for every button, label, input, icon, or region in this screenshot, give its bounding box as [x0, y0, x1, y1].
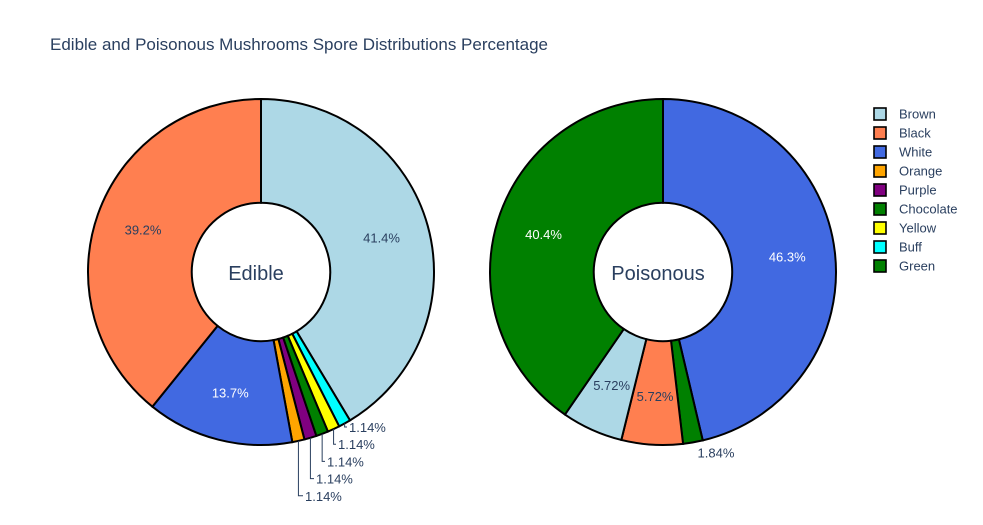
- legend-item-chocolate[interactable]: Chocolate: [873, 202, 958, 217]
- pct-label-edible-chocolate: 1.14%: [327, 454, 364, 469]
- leader-line-yellow: [333, 429, 336, 445]
- legend-swatch: [873, 126, 887, 140]
- legend-item-buff[interactable]: Buff: [873, 240, 922, 255]
- slice-edible-brown[interactable]: [260, 97, 435, 422]
- slice-poisonous-white[interactable]: [662, 97, 837, 442]
- leader-line-purple: [309, 437, 314, 480]
- slice-poisonous-chocolate[interactable]: [489, 97, 664, 416]
- legend-label: Purple: [899, 183, 937, 198]
- pct-label-poisonous-black: 5.72%: [637, 389, 674, 404]
- legend-swatch: [873, 202, 887, 216]
- pie-poisonous: 46.3% 1.84% 5.72% 5.72% 40.4% Poisonous: [489, 97, 837, 460]
- legend-label: Green: [899, 259, 935, 274]
- legend-label: White: [899, 145, 932, 160]
- pct-label-edible-brown: 41.4%: [363, 231, 400, 246]
- pct-label-poisonous-brown: 5.72%: [593, 378, 630, 393]
- pct-label-poisonous-green: 1.84%: [698, 445, 735, 460]
- legend-label: Chocolate: [899, 202, 958, 217]
- legend-item-white[interactable]: White: [873, 145, 932, 160]
- legend-label: Buff: [899, 240, 922, 255]
- legend-item-black[interactable]: Black: [873, 126, 931, 141]
- pct-label-edible-white: 13.7%: [212, 385, 249, 400]
- legend-label: Yellow: [899, 221, 937, 236]
- pct-label-edible-buff: 1.14%: [349, 420, 386, 435]
- slice-edible-black[interactable]: [87, 97, 262, 409]
- pct-label-edible-black: 39.2%: [125, 222, 162, 237]
- pct-label-edible-yellow: 1.14%: [338, 437, 375, 452]
- chart-title: Edible and Poisonous Mushrooms Spore Dis…: [50, 35, 548, 54]
- legend-swatch: [873, 221, 887, 235]
- legend[interactable]: Brown Black White Orange Purple Chocolate Yell…: [873, 107, 958, 274]
- legend-swatch: [873, 240, 887, 254]
- leader-line-buff: [344, 423, 347, 428]
- pct-label-edible-purple: 1.14%: [316, 472, 353, 487]
- legend-item-purple[interactable]: Purple: [873, 183, 937, 198]
- legend-label: Brown: [899, 107, 936, 122]
- legend-item-yellow[interactable]: Yellow: [873, 221, 937, 236]
- pie-edible: 41.4% 1.14% 1.14% 1.14% 1.14% 1.14% 13.7% 39.2%…: [87, 97, 435, 504]
- hole-label-edible: Edible: [228, 263, 284, 285]
- hole-label-poisonous: Poisonous: [611, 263, 704, 285]
- legend-swatch: [873, 107, 887, 121]
- pies-layer: 41.4% 1.14% 1.14% 1.14% 1.14% 1.14% 13.7% 39.2%…: [87, 97, 837, 504]
- leader-line-orange: [297, 440, 303, 497]
- legend-item-orange[interactable]: Orange: [873, 164, 942, 179]
- legend-item-brown[interactable]: Brown: [873, 107, 936, 122]
- pct-label-poisonous-chocolate: 40.4%: [525, 227, 562, 242]
- legend-swatch: [873, 183, 887, 197]
- pct-label-edible-orange: 1.14%: [305, 489, 342, 504]
- legend-label: Black: [899, 126, 931, 141]
- leader-line-chocolate: [321, 433, 325, 462]
- legend-swatch: [873, 164, 887, 178]
- legend-item-green[interactable]: Green: [873, 259, 935, 274]
- pct-label-poisonous-white: 46.3%: [769, 250, 806, 265]
- legend-label: Orange: [899, 164, 942, 179]
- legend-swatch: [873, 259, 887, 273]
- legend-swatch: [873, 145, 887, 159]
- slice-edible-white[interactable]: [151, 324, 294, 446]
